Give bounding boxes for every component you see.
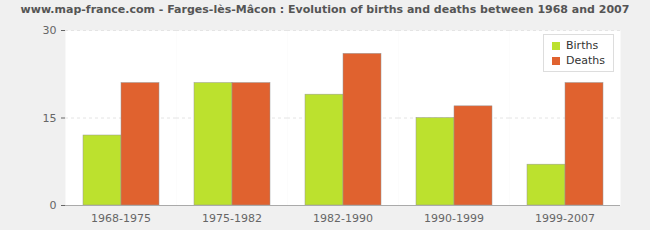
svg-text:1968-1975: 1968-1975 [91, 212, 151, 225]
svg-text:1982-1990: 1982-1990 [313, 212, 373, 225]
svg-text:1990-1999: 1990-1999 [424, 212, 484, 225]
svg-text:30: 30 [43, 24, 57, 37]
svg-text:15: 15 [43, 112, 57, 125]
html-text:Births: Births [566, 39, 599, 52]
html-text:Deaths: Deaths [566, 54, 605, 67]
svg-text:1975-1982: 1975-1982 [202, 212, 262, 225]
html-text:www.map-france.com - Farges-lè: www.map-france.com - Farges-lès-Mâcon : … [20, 3, 630, 16]
svg-text:1999-2007: 1999-2007 [535, 212, 595, 225]
svg-text:0: 0 [50, 199, 57, 212]
